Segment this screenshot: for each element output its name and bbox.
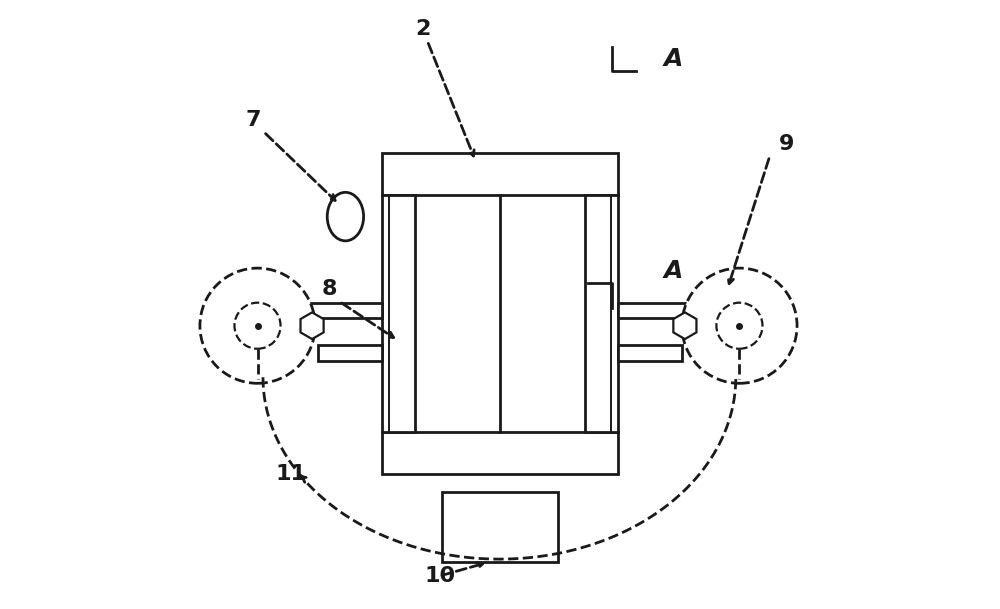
Bar (585, 195, 618, 432)
Bar (618, 345, 682, 361)
Text: 9: 9 (779, 134, 794, 154)
Text: 11: 11 (276, 464, 307, 484)
Text: 10: 10 (424, 566, 455, 586)
Polygon shape (301, 312, 324, 339)
Polygon shape (673, 312, 696, 339)
Bar (382, 153, 618, 195)
Ellipse shape (327, 192, 364, 241)
Bar (306, 303, 382, 318)
Text: A: A (664, 259, 683, 283)
Circle shape (682, 268, 797, 383)
Bar (382, 195, 415, 432)
Text: 7: 7 (245, 110, 261, 130)
Bar (382, 432, 618, 474)
Text: A: A (664, 47, 683, 71)
Bar (318, 345, 382, 361)
Circle shape (200, 268, 315, 383)
Bar (618, 303, 694, 318)
Text: 2: 2 (415, 19, 431, 39)
Text: 8: 8 (321, 280, 337, 300)
Bar (442, 493, 558, 562)
